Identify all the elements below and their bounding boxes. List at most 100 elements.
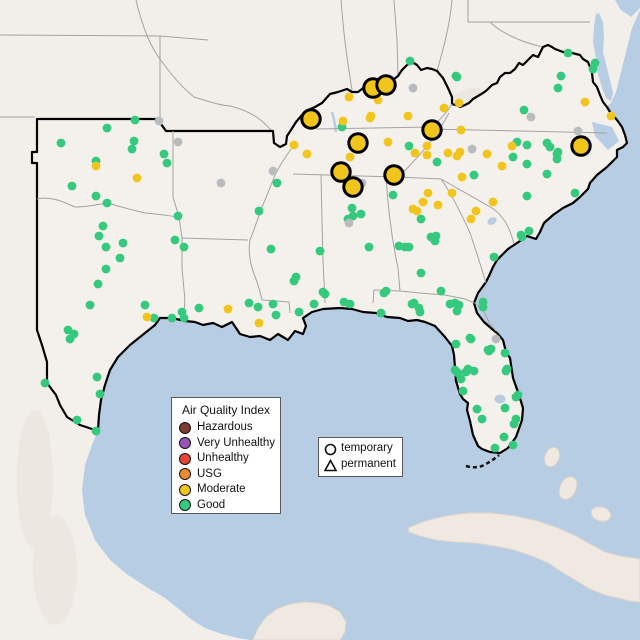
monitor-point bbox=[432, 157, 442, 167]
monitor-point bbox=[436, 286, 446, 296]
monitor-point bbox=[345, 152, 355, 162]
aqi-legend-item: Hazardous bbox=[178, 420, 274, 436]
monitor-point bbox=[173, 137, 183, 147]
monitor-point bbox=[91, 161, 101, 171]
monitor-point bbox=[469, 170, 479, 180]
cuba-island bbox=[407, 512, 640, 603]
lake-okeechobee bbox=[494, 394, 506, 404]
monitor-point bbox=[422, 150, 432, 160]
monitor-point bbox=[289, 276, 299, 286]
monitor-type-legend-item: temporary bbox=[324, 441, 397, 457]
monitor-point bbox=[338, 116, 348, 126]
aqi-legend-item: Moderate bbox=[178, 482, 274, 498]
monitor-point bbox=[56, 138, 66, 148]
monitor-point bbox=[91, 426, 101, 436]
monitor-point bbox=[454, 98, 464, 108]
moderate-swatch-icon bbox=[179, 483, 191, 496]
monitor-point bbox=[526, 112, 536, 122]
monitor-point bbox=[588, 64, 598, 74]
monitor-point bbox=[268, 299, 278, 309]
monitor-point bbox=[253, 302, 263, 312]
aqi-legend-item: Unhealthy bbox=[178, 451, 274, 467]
monitor-point bbox=[272, 178, 282, 188]
chesapeake-bay bbox=[593, 13, 613, 101]
monitor-point bbox=[85, 300, 95, 310]
monitor-point bbox=[423, 188, 433, 198]
monitor-point bbox=[412, 206, 422, 216]
monitor-point bbox=[416, 214, 426, 224]
monitor-point bbox=[457, 172, 467, 182]
monitor-point bbox=[478, 302, 488, 312]
monitor-point bbox=[342, 176, 364, 198]
monitor-point bbox=[500, 348, 510, 358]
unhealthy-swatch-icon bbox=[179, 452, 191, 465]
monitor-point bbox=[381, 286, 391, 296]
monitor-point bbox=[344, 218, 354, 228]
bahamas-island bbox=[590, 506, 612, 522]
monitor-point bbox=[356, 209, 366, 219]
good-swatch-icon bbox=[179, 499, 191, 512]
monitor-point bbox=[65, 334, 75, 344]
monitor-point bbox=[443, 148, 453, 158]
aqi-legend-title: Air Quality Index bbox=[181, 403, 271, 417]
monitor-point bbox=[309, 299, 319, 309]
monitor-point bbox=[553, 83, 563, 93]
yucatan-peninsula bbox=[252, 601, 347, 640]
monitor-point bbox=[491, 334, 501, 344]
monitor-point bbox=[522, 191, 532, 201]
monitor-point bbox=[129, 136, 139, 146]
monitor-point bbox=[573, 126, 583, 136]
aqi-legend-rows: Hazardous Very Unhealthy Unhealthy USG Moder… bbox=[178, 420, 275, 513]
monitor-point bbox=[294, 307, 304, 317]
monitor-point bbox=[244, 298, 254, 308]
monitor-point bbox=[580, 97, 590, 107]
aqi-legend-label: USG bbox=[197, 467, 222, 480]
monitor-point bbox=[556, 71, 566, 81]
monitor-point bbox=[482, 149, 492, 159]
monitor-point bbox=[365, 113, 375, 123]
monitor-type-legend-label: temporary bbox=[341, 442, 393, 455]
aqi-legend-label: Good bbox=[197, 498, 226, 511]
monitor-type-legend: temporary permanent bbox=[318, 437, 403, 477]
aqi-legend-label: Hazardous bbox=[197, 421, 253, 433]
monitor-point bbox=[445, 299, 455, 309]
monitor-point bbox=[519, 105, 529, 115]
monitor-point bbox=[159, 149, 169, 159]
very_unhealthy-swatch-icon bbox=[179, 437, 191, 450]
monitor-point bbox=[467, 144, 477, 154]
monitor-point bbox=[102, 198, 112, 208]
monitor-point bbox=[383, 137, 393, 147]
monitor-point bbox=[254, 318, 264, 328]
monitor-type-legend-rows: temporary permanent bbox=[324, 441, 397, 473]
monitor-point bbox=[410, 148, 420, 158]
monitor-point bbox=[94, 231, 104, 241]
monitor-point bbox=[268, 166, 278, 176]
monitor-point bbox=[463, 364, 473, 374]
monitor-point bbox=[545, 142, 555, 152]
monitor-point bbox=[271, 310, 281, 320]
series-moderate-temporary bbox=[300, 74, 592, 198]
series-good-permanent bbox=[40, 48, 600, 453]
monitor-point bbox=[404, 242, 414, 252]
monitor-point bbox=[320, 289, 330, 299]
lake-marion bbox=[487, 217, 497, 225]
monitor-point bbox=[92, 372, 102, 382]
monitor-point bbox=[179, 242, 189, 252]
monitor-point bbox=[552, 154, 562, 164]
monitor-point bbox=[132, 173, 142, 183]
monitor-point bbox=[500, 403, 510, 413]
monitor-point bbox=[563, 48, 573, 58]
monitor-point bbox=[72, 415, 82, 425]
monitor-point bbox=[421, 119, 443, 141]
monitor-point bbox=[408, 83, 418, 93]
monitor-point bbox=[451, 339, 461, 349]
aqi-legend: Air Quality Index Hazardous Very Unhealth… bbox=[171, 397, 281, 514]
monitor-point bbox=[466, 334, 476, 344]
monitor-point bbox=[102, 123, 112, 133]
monitor-point bbox=[447, 188, 457, 198]
monitor-point bbox=[455, 147, 465, 157]
monitor-point bbox=[489, 252, 499, 262]
monitor-point bbox=[415, 307, 425, 317]
monitor-point bbox=[118, 238, 128, 248]
